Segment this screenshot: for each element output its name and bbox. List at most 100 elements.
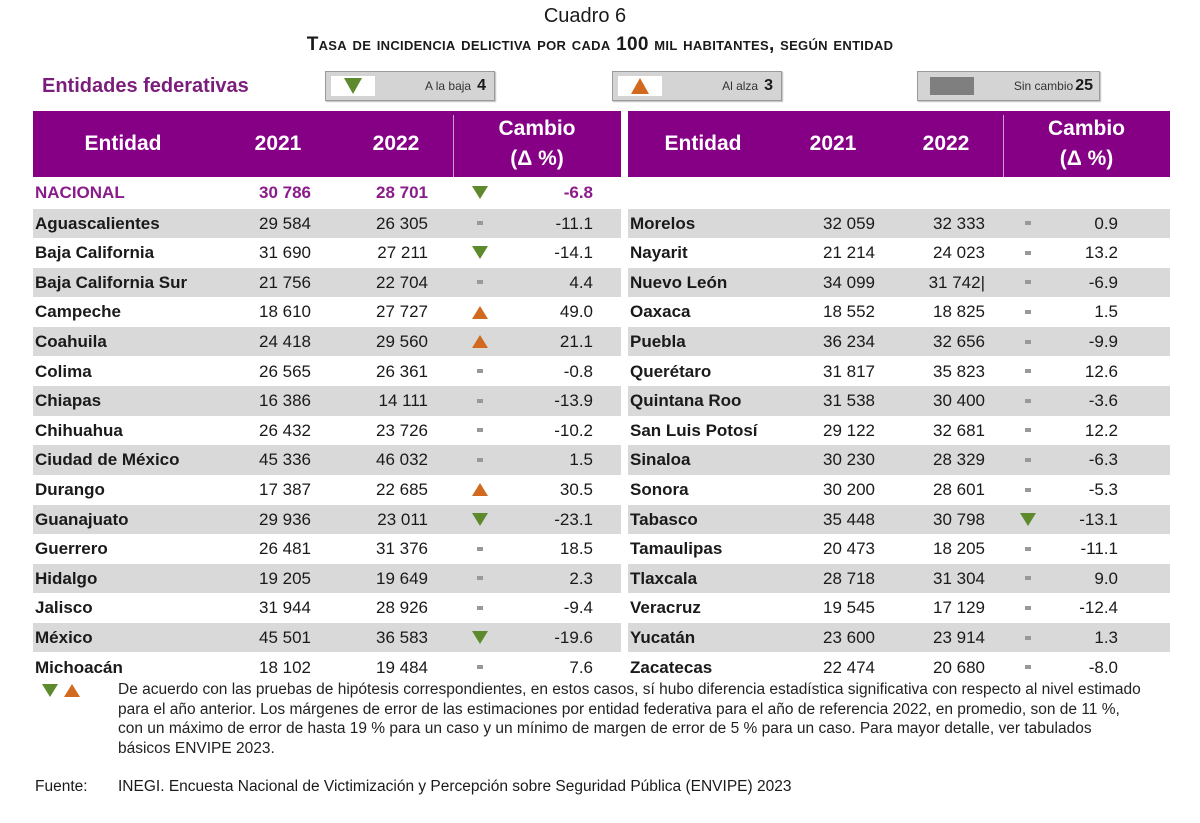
value-2022: 19 649 — [376, 568, 428, 588]
value-2022: 23 914 — [933, 627, 985, 647]
col-cambio: Cambio (Δ %) — [453, 111, 621, 177]
no-change-icon — [1025, 665, 1031, 670]
table-row: Jalisco 31 944 28 926 -9.4 — [33, 593, 621, 623]
value-2022: 19 484 — [376, 657, 428, 677]
value-2021: 36 234 — [823, 331, 875, 351]
no-change-icon — [477, 428, 483, 433]
value-2022: 32 656 — [933, 331, 985, 351]
table-header-left: Entidad 2021 2022 Cambio (Δ %) — [33, 111, 621, 177]
entity-name: Jalisco — [35, 598, 93, 618]
col-2021: 2021 — [254, 132, 302, 155]
value-2021: 23 600 — [823, 627, 875, 647]
entity-name: Colima — [35, 361, 92, 381]
footnote: De acuerdo con las pruebas de hipótesis … — [118, 681, 1141, 757]
value-2021: 31 817 — [823, 361, 875, 381]
entity-name: Aguascalientes — [35, 213, 160, 233]
table-row: Sonora 30 200 28 601 -5.3 — [628, 475, 1170, 505]
down-triangle-icon — [472, 186, 488, 200]
value-2022: 26 305 — [376, 213, 428, 233]
change-marker — [470, 209, 490, 239]
entity-name: Tabasco — [630, 509, 698, 529]
gray-bar-icon — [930, 76, 974, 96]
value-2022: 31 376 — [376, 539, 428, 559]
entity-name: Baja California Sur — [35, 272, 188, 292]
legend-down: A la baja 4 — [325, 71, 495, 101]
value-2021: 18 610 — [259, 302, 311, 322]
change-percent: -6.3 — [1088, 450, 1118, 470]
value-2021: 29 122 — [823, 420, 875, 440]
entity-name: Baja California — [35, 243, 155, 263]
change-percent: -19.6 — [554, 627, 593, 647]
change-marker — [470, 653, 490, 683]
no-change-icon — [477, 606, 483, 611]
no-change-icon — [1025, 398, 1031, 403]
legend-label: Al alza — [722, 79, 759, 93]
value-2022: 18 825 — [933, 302, 985, 322]
change-percent: 0.9 — [1094, 213, 1118, 233]
value-2021: 20 473 — [823, 539, 875, 559]
entity-name: Guanajuato — [35, 509, 129, 529]
entity-name: NACIONAL — [35, 183, 125, 202]
entity-name: Hidalgo — [35, 568, 98, 588]
value-2021: 32 059 — [823, 213, 875, 233]
value-2021: 35 448 — [823, 509, 875, 529]
table-row: Zacatecas 22 474 20 680 -8.0 — [628, 653, 1170, 683]
no-change-icon — [1025, 280, 1031, 285]
table-row: Guanajuato 29 936 23 011 -23.1 — [33, 504, 621, 534]
entity-name: Veracruz — [630, 598, 701, 618]
table-row: Yucatán 23 600 23 914 1.3 — [628, 622, 1170, 653]
entity-name: Ciudad de México — [35, 450, 180, 470]
up-triangle-icon — [472, 483, 488, 497]
value-2021: 17 387 — [259, 479, 311, 499]
table-row: Chiapas 16 386 14 111 -13.9 — [33, 386, 621, 416]
entity-name: San Luis Potosí — [630, 420, 758, 440]
value-2022: 28 926 — [376, 598, 428, 618]
change-marker — [470, 564, 490, 594]
no-change-icon — [1025, 546, 1031, 551]
change-marker — [1018, 475, 1038, 505]
entity-name: Puebla — [630, 331, 686, 351]
entity-name: Yucatán — [630, 627, 696, 647]
no-change-icon — [477, 369, 483, 374]
entity-name: Tamaulipas — [630, 539, 723, 559]
value-2021: 19 205 — [259, 568, 311, 588]
table-row: Quintana Roo 31 538 30 400 -3.6 — [628, 386, 1170, 416]
change-marker — [470, 178, 490, 208]
change-percent: -6.8 — [563, 183, 593, 202]
table-row: Coahuila 24 418 29 560 21.1 — [33, 326, 621, 357]
value-2022: 30 798 — [933, 509, 985, 529]
legend-count: 4 — [477, 77, 486, 94]
table-row: Puebla 36 234 32 656 -9.9 — [628, 326, 1170, 357]
up-triangle-icon — [64, 684, 80, 697]
table-row: Guerrero 26 481 31 376 18.5 — [33, 534, 621, 564]
table-row: Oaxaca 18 552 18 825 1.5 — [628, 297, 1170, 327]
value-2022: 32 681 — [933, 420, 985, 440]
change-marker — [1018, 357, 1038, 387]
value-2022: 28 701 — [376, 183, 428, 202]
value-2021: 19 545 — [823, 598, 875, 618]
value-2022: 31 742| — [928, 272, 985, 292]
page-title: Tasa de incidencia delictiva por cada 10… — [306, 34, 894, 55]
table-row: Aguascalientes 29 584 26 305 -11.1 — [33, 208, 621, 239]
no-change-icon — [1025, 250, 1031, 255]
value-2021: 28 718 — [823, 568, 875, 588]
change-marker — [1018, 327, 1038, 357]
value-2021: 18 552 — [823, 302, 875, 322]
col-entidad: Entidad — [664, 132, 742, 155]
source-label: Fuente: — [35, 778, 88, 795]
no-change-icon — [1025, 339, 1031, 344]
footnote-markers — [42, 684, 80, 697]
change-percent: -9.9 — [1088, 331, 1118, 351]
value-2022: 20 680 — [933, 657, 985, 677]
col-cambio: Cambio (Δ %) — [1003, 111, 1170, 177]
value-2022: 22 685 — [376, 479, 428, 499]
change-percent: -3.6 — [1088, 391, 1118, 411]
value-2022: 27 211 — [377, 243, 428, 263]
value-2021: 31 690 — [259, 243, 311, 263]
change-percent: -12.4 — [1079, 598, 1118, 618]
col-entidad: Entidad — [84, 132, 162, 155]
value-2021: 30 200 — [823, 479, 875, 499]
no-change-icon — [1025, 428, 1031, 433]
entity-name: Coahuila — [35, 331, 107, 351]
change-percent: -14.1 — [554, 243, 593, 263]
